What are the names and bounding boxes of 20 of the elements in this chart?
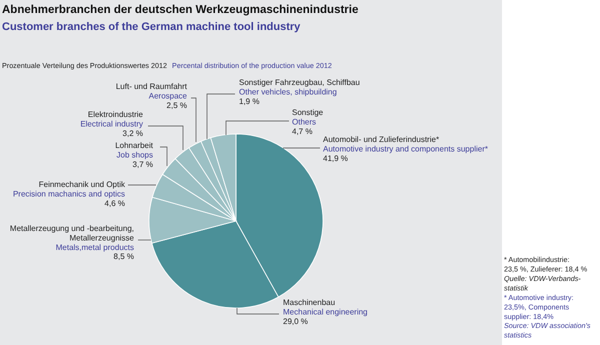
data-label: 2,5 %	[166, 100, 187, 110]
data-label: 3,7 %	[132, 160, 153, 169]
data-label: 29,0 %	[283, 316, 308, 326]
slice-label: Feinmechanik und Optik Precision machanics and optics	[12, 180, 126, 198]
data-label: 4,7 %	[292, 126, 312, 136]
slice-label: Maschinenbau Mechanical engineering	[283, 298, 368, 316]
data-label: 1,9 %	[239, 96, 260, 106]
chart-title: Abnehmerbranchen der deutschen Werkzeugmaschinenindustrie	[2, 4, 358, 16]
slice-label: Lohnarbeit Job shops	[115, 141, 154, 160]
slice-label: Sonstiger Fahrzeugbau, Schiffbau Other vehicles, shipbuilding	[239, 78, 360, 96]
slice-label: Automobil- und Zulieferindustrie* Automotive industry and components supplier*	[323, 135, 488, 154]
slice-label: Metallerzeugung und -bearbeitung, Metallerzeugnisse Metals,metal products	[10, 224, 135, 252]
slice-label: Elektroindustrie Electrical industry	[80, 110, 144, 128]
chart-subtitle: Customer branches of the German machine tool industry	[2, 21, 302, 33]
data-label: 41,9 %	[323, 154, 348, 163]
data-label: 3,2 %	[122, 128, 143, 138]
data-label: 8,5 %	[114, 252, 134, 262]
slice-label: Luft- und Raumfahrt Aerospace	[116, 82, 188, 100]
data-label: 4,6 %	[104, 198, 125, 208]
slice-label: Sonstige Others	[292, 108, 324, 126]
